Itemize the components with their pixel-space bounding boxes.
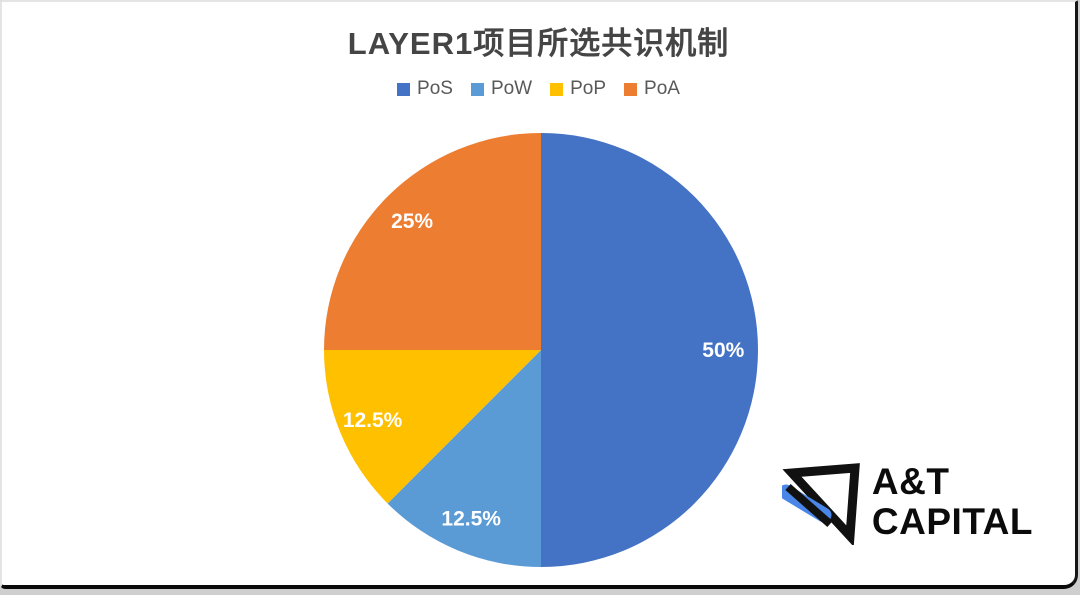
logo-line-1: A&T [871,461,950,502]
legend-marker-PoW [470,82,484,96]
legend-label-PoA: PoA [644,78,680,99]
at-capital-logo-icon [781,463,860,545]
pie-slice-PoS [541,133,758,567]
legend-label-PoW: PoW [490,78,533,99]
at-capital-logo-text: A&T CAPITAL [872,462,1033,542]
slice-label-PoA: 25% [391,210,433,233]
legend-item-PoA: PoA [624,78,680,100]
chart-legend: PoS PoW PoP PoA [2,78,1075,100]
legend-label-PoS: PoS [417,78,453,99]
legend-item-PoW: PoW [470,78,533,100]
slice-label-PoP: 12.5% [343,409,403,432]
legend-item-PoP: PoP [550,78,606,100]
legend-marker-PoA [624,82,638,96]
pie-slice-PoP [324,350,541,504]
at-capital-logo: A&T CAPITAL [781,459,1033,545]
legend-item-PoS: PoS [397,78,453,100]
legend-label-PoP: PoP [570,78,607,99]
chart-title: LAYER1项目所选共识机制 [347,26,730,61]
legend-marker-PoS [397,82,411,96]
logo-line-2: CAPITAL [871,501,1033,542]
slice-label-PoW: 12.5% [441,507,501,530]
pie-slice-PoW [387,350,541,567]
pie-slice-PoA [324,133,541,350]
legend-marker-PoP [550,82,564,96]
slice-label-PoS: 50% [702,339,744,362]
